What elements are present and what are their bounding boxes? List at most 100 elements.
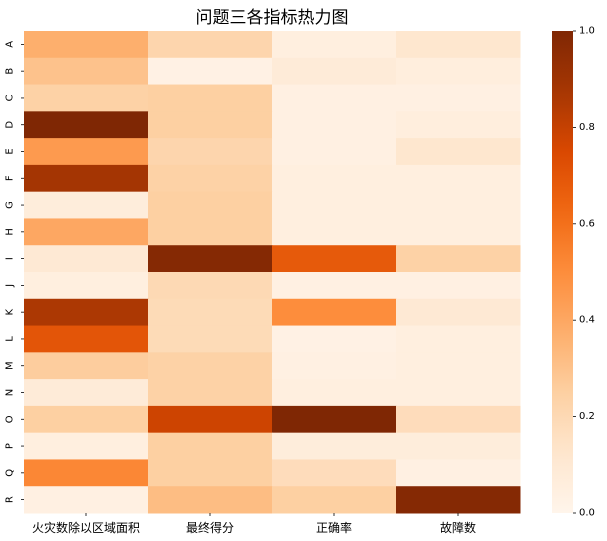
heatmap-cell-C-2 bbox=[148, 84, 273, 112]
heatmap-cell-O-3 bbox=[272, 405, 397, 434]
heatmap-cell-L-3 bbox=[272, 325, 397, 353]
heatmap-cell-R-3 bbox=[272, 486, 397, 514]
row-label-O: O bbox=[5, 415, 16, 423]
heatmap-cell-F-1 bbox=[24, 164, 149, 193]
row-label-J: J bbox=[5, 284, 16, 288]
heatmap-cell-D-4 bbox=[396, 111, 521, 139]
heatmap-cell-A-1 bbox=[24, 31, 149, 59]
heatmap-cell-J-3 bbox=[272, 272, 397, 300]
heatmap-cell-M-4 bbox=[396, 352, 521, 380]
colorbar-ticks: 0.0 0.2 0.4 0.6 0.8 1.0 bbox=[573, 26, 595, 519]
row-labels: A B C D E F G H I J K L M N O P Q R bbox=[5, 41, 24, 503]
heatmap-cell-P-3 bbox=[272, 432, 397, 460]
heatmap-cell-C-4 bbox=[396, 84, 521, 112]
heatmap-cell-I-3 bbox=[272, 245, 397, 273]
heatmap-cell-K-4 bbox=[396, 298, 521, 327]
heatmap-cell-G-3 bbox=[272, 191, 397, 219]
heatmap-cell-C-1 bbox=[24, 84, 149, 112]
row-label-C: C bbox=[5, 94, 16, 101]
heatmap-cell-J-1 bbox=[24, 272, 149, 300]
heatmap-cell-E-3 bbox=[272, 138, 397, 166]
row-label-G: G bbox=[5, 201, 16, 209]
row-label-F: F bbox=[5, 175, 16, 181]
heatmap-cell-P-4 bbox=[396, 432, 521, 460]
heatmap-cell-E-4 bbox=[396, 138, 521, 166]
heatmap-cell-D-3 bbox=[272, 111, 397, 139]
heatmap-cell-G-1 bbox=[24, 191, 149, 219]
heatmap-cell-C-3 bbox=[272, 84, 397, 112]
heatmap-cell-J-2 bbox=[148, 272, 273, 300]
row-label-Q: Q bbox=[5, 469, 16, 477]
row-label-E: E bbox=[5, 148, 16, 154]
heatmap-cell-L-2 bbox=[148, 325, 273, 353]
row-label-H: H bbox=[5, 228, 16, 236]
heatmap-cell-O-4 bbox=[396, 405, 521, 434]
heatmap-cell-Q-4 bbox=[396, 459, 521, 487]
heatmap-cell-E-1 bbox=[24, 138, 149, 166]
row-label-A: A bbox=[5, 41, 16, 48]
heatmap-cell-M-3 bbox=[272, 352, 397, 380]
row-label-D: D bbox=[5, 121, 16, 129]
heatmap-cell-L-1 bbox=[24, 325, 149, 353]
heatmap-cell-J-4 bbox=[396, 272, 521, 300]
heatmap-cell-K-3 bbox=[272, 298, 397, 327]
heatmap-cell-I-2 bbox=[148, 245, 273, 273]
heatmap-cell-M-2 bbox=[148, 352, 273, 380]
heatmap-cell-R-1 bbox=[24, 486, 149, 514]
heatmap-cell-P-1 bbox=[24, 432, 149, 460]
heatmap-cell-B-2 bbox=[148, 57, 273, 86]
heatmap-cell-O-1 bbox=[24, 405, 149, 434]
colorbar-tick-label: 1.0 bbox=[579, 26, 595, 37]
row-label-N: N bbox=[5, 389, 16, 396]
colorbar-tick-label: 0.0 bbox=[579, 508, 595, 519]
heatmap-cell-L-4 bbox=[396, 325, 521, 353]
heatmap-cell-E-2 bbox=[148, 138, 273, 166]
row-label-R: R bbox=[5, 496, 16, 503]
heatmap-cell-R-2 bbox=[148, 486, 273, 514]
heatmap-cell-B-1 bbox=[24, 57, 149, 86]
heatmap-cell-A-3 bbox=[272, 31, 397, 59]
heatmap-cell-N-3 bbox=[272, 379, 397, 407]
heatmap-cell-I-1 bbox=[24, 245, 149, 273]
heatmap-cell-N-1 bbox=[24, 379, 149, 407]
row-label-B: B bbox=[5, 68, 16, 75]
heatmap-cells bbox=[24, 31, 521, 514]
heatmap-cell-N-4 bbox=[396, 379, 521, 407]
heatmap-cell-B-3 bbox=[272, 57, 397, 86]
row-label-P: P bbox=[5, 443, 16, 449]
colorbar bbox=[552, 31, 573, 513]
heatmap-cell-H-2 bbox=[148, 218, 273, 246]
heatmap-cell-H-4 bbox=[396, 218, 521, 246]
column-label-3: 正确率 bbox=[316, 520, 352, 535]
colorbar-tick-label: 0.4 bbox=[579, 315, 595, 326]
colorbar-tick-label: 0.6 bbox=[579, 218, 595, 229]
heatmap-cell-Q-3 bbox=[272, 459, 397, 487]
row-label-K: K bbox=[5, 308, 16, 315]
heatmap-cell-H-1 bbox=[24, 218, 149, 246]
colorbar-tick-label: 0.2 bbox=[579, 411, 595, 422]
column-label-2: 最终得分 bbox=[186, 520, 234, 535]
heatmap-cell-D-2 bbox=[148, 111, 273, 139]
heatmap-cell-K-1 bbox=[24, 298, 149, 327]
chart-title: 问题三各指标热力图 bbox=[196, 8, 349, 28]
heatmap-cell-O-2 bbox=[148, 405, 273, 434]
heatmap-cell-A-4 bbox=[396, 31, 521, 59]
heatmap-cell-F-4 bbox=[396, 164, 521, 193]
heatmap-cell-G-2 bbox=[148, 191, 273, 219]
heatmap-cell-G-4 bbox=[396, 191, 521, 219]
heatmap-cell-B-4 bbox=[396, 57, 521, 86]
column-labels: 火灾数除以区域面积 最终得分 正确率 故障数 bbox=[32, 513, 476, 535]
row-label-L: L bbox=[5, 336, 16, 342]
colorbar-tick-label: 0.8 bbox=[579, 122, 595, 133]
heatmap-cell-D-1 bbox=[24, 111, 149, 139]
heatmap-cell-K-2 bbox=[148, 298, 273, 327]
heatmap-cell-M-1 bbox=[24, 352, 149, 380]
heatmap-cell-F-2 bbox=[148, 164, 273, 193]
heatmap-cell-A-2 bbox=[148, 31, 273, 59]
heatmap-cell-R-4 bbox=[396, 486, 521, 514]
heatmap-cell-N-2 bbox=[148, 379, 273, 407]
heatmap-cell-P-2 bbox=[148, 432, 273, 460]
heatmap-cell-Q-1 bbox=[24, 459, 149, 487]
heatmap-cell-Q-2 bbox=[148, 459, 273, 487]
